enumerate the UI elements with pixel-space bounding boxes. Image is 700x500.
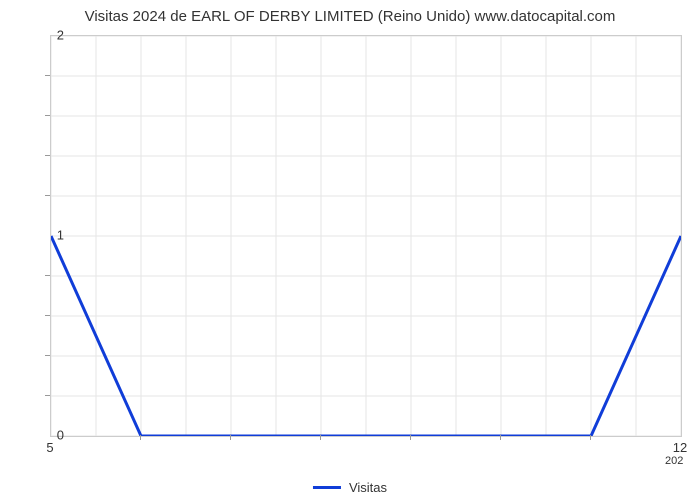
y-minor-tick xyxy=(45,315,50,316)
y-tick-label: 0 xyxy=(57,428,64,443)
y-minor-tick xyxy=(45,155,50,156)
y-minor-tick xyxy=(45,395,50,396)
x-minor-tick xyxy=(500,435,501,440)
plot-area xyxy=(50,35,682,437)
x-tick-label: 12 xyxy=(673,440,687,455)
legend-label: Visitas xyxy=(349,480,387,495)
y-minor-tick xyxy=(45,75,50,76)
x-secondary-label: 202 xyxy=(665,455,683,467)
y-minor-tick xyxy=(45,195,50,196)
y-tick-label: 2 xyxy=(57,28,64,43)
x-minor-tick xyxy=(410,435,411,440)
x-minor-tick xyxy=(140,435,141,440)
legend: Visitas xyxy=(313,480,387,495)
x-minor-tick xyxy=(590,435,591,440)
x-tick-label: 5 xyxy=(46,440,53,455)
legend-swatch xyxy=(313,486,341,489)
x-minor-tick xyxy=(320,435,321,440)
chart-title: Visitas 2024 de EARL OF DERBY LIMITED (R… xyxy=(0,0,700,25)
y-tick-label: 1 xyxy=(57,228,64,243)
x-minor-tick xyxy=(230,435,231,440)
chart-container: Visitas 2024 de EARL OF DERBY LIMITED (R… xyxy=(0,0,700,500)
y-minor-tick xyxy=(45,275,50,276)
y-minor-tick xyxy=(45,355,50,356)
y-minor-tick xyxy=(45,115,50,116)
